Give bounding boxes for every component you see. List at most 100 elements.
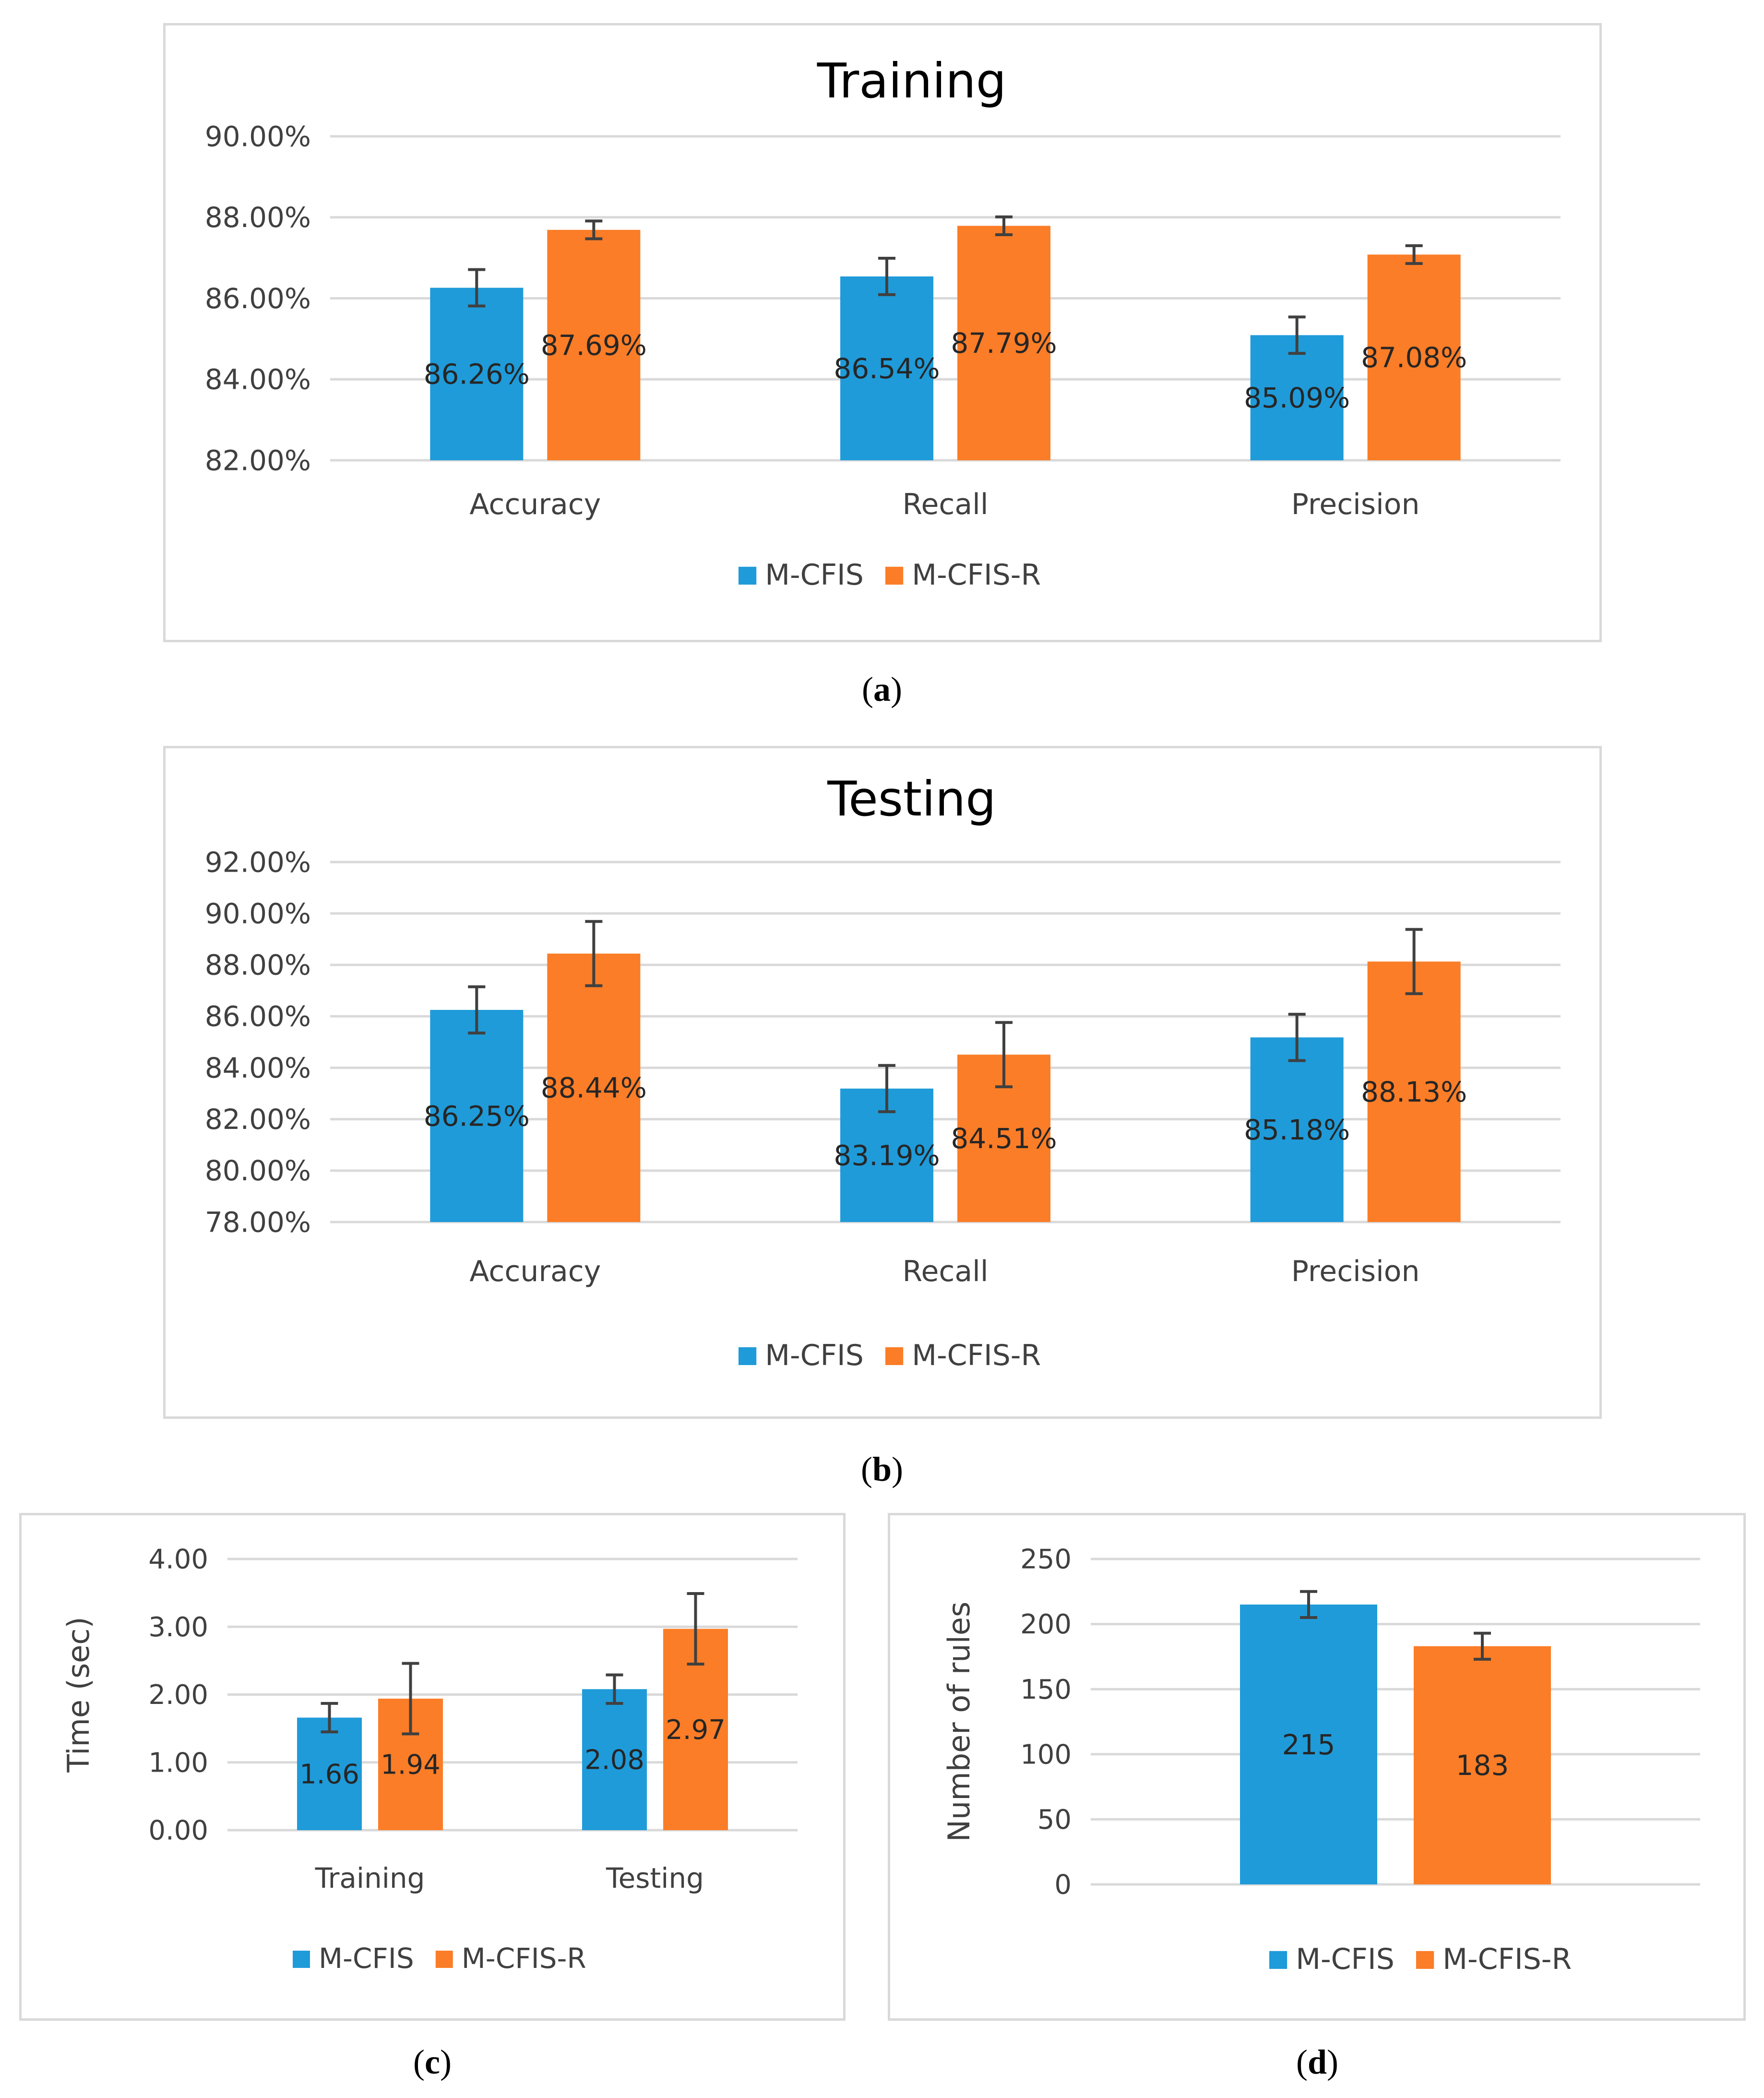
data-label-a-0-0: 86.26% [424, 358, 530, 391]
data-label-a-1-0: 87.69% [541, 329, 647, 361]
ytick-label-c-1: 1.00 [148, 1747, 208, 1778]
legend-swatch-b-1 [885, 1347, 904, 1365]
data-label-d-0-0: 215 [1282, 1728, 1335, 1761]
ytick-label-d-1: 50 [1037, 1804, 1072, 1835]
caption-a: (a) [862, 670, 902, 708]
caption-d-letter: d [1307, 2043, 1327, 2081]
chart-panel-a: Training 82.00% 84.00% 86.00% 88.00% 90.00% 86… [163, 23, 1602, 642]
data-label-b-0-1: 83.19% [834, 1139, 940, 1172]
ytick-label-c-0: 0.00 [148, 1815, 208, 1846]
category-label-b-2: Precision [1291, 1255, 1420, 1288]
ytick-label-c-4: 4.00 [148, 1544, 208, 1575]
category-label-c-1: Testing [606, 1862, 704, 1894]
data-label-b-1-0: 88.44% [541, 1072, 647, 1104]
bar-b-m-cfis-2 [1250, 1037, 1344, 1222]
chart-title-a: Training [817, 53, 1007, 109]
data-label-b-0-0: 86.25% [424, 1100, 530, 1132]
y-axis-label-d: Number of rules [942, 1602, 977, 1842]
data-label-a-1-2: 87.08% [1361, 341, 1467, 374]
data-label-c-0-1: 2.08 [584, 1745, 644, 1776]
ytick-label-c-2: 2.00 [148, 1679, 208, 1711]
ytick-label-b-6: 90.00% [205, 897, 311, 930]
category-label-c-0: Training [315, 1862, 425, 1894]
bar-a-m-cfis-r-1 [957, 226, 1050, 460]
bar-c-m-cfis-1 [582, 1689, 647, 1830]
data-label-c-0-0: 1.66 [299, 1759, 359, 1790]
bar-a-m-cfis-r-2 [1367, 254, 1461, 460]
legend-label-d-0: M-CFIS [1296, 1942, 1395, 1976]
chart-panel-c: 0.00 1.00 2.00 3.00 4.00 Time (sec) 1.66 1.94 Tr… [19, 1513, 846, 2021]
bar-a-m-cfis-1 [840, 276, 933, 460]
data-label-b-1-2: 88.13% [1361, 1076, 1467, 1108]
legend-swatch-a-1 [885, 566, 904, 585]
legend-swatch-c-1 [435, 1951, 453, 1968]
ytick-label-c-3: 3.00 [148, 1612, 208, 1643]
data-label-c-1-1: 2.97 [666, 1714, 726, 1746]
ytick-label-b-1: 80.00% [205, 1154, 311, 1187]
data-label-a-0-2: 85.09% [1244, 382, 1350, 414]
ytick-label-b-0: 78.00% [205, 1206, 311, 1238]
legend-label-b-1: M-CFIS-R [912, 1339, 1041, 1372]
legend-swatch-a-0 [739, 566, 757, 585]
caption-a-letter: a [873, 670, 891, 708]
bar-b-m-cfis-r-0 [547, 953, 641, 1222]
legend-label-d-1: M-CFIS-R [1442, 1942, 1572, 1976]
category-label-b-1: Recall [902, 1255, 988, 1288]
y-axis-label-c: Time (sec) [61, 1617, 96, 1773]
category-label-b-0: Accuracy [469, 1255, 601, 1288]
legend-label-c-1: M-CFIS-R [462, 1942, 586, 1975]
ytick-label-b-3: 84.00% [205, 1052, 311, 1084]
bar-d-m-cfis-0 [1240, 1604, 1377, 1884]
legend-label-a-1: M-CFIS-R [912, 558, 1041, 592]
bar-c-m-cfis-0 [297, 1717, 362, 1830]
ytick-label-a-4: 90.00% [205, 120, 311, 153]
caption-b-letter: b [872, 1450, 892, 1488]
bar-d-m-cfis-r-0 [1414, 1646, 1551, 1884]
chart-d-svg: 0 50 100 150 200 250 Number of rules 215 183 M-CF… [942, 1544, 1700, 1976]
chart-b-svg: Testing 78.00% 80.00% 82.00% 84.00% 86.00% 88.… [205, 771, 1561, 1372]
chart-a-svg: Training 82.00% 84.00% 86.00% 88.00% 90.00% 86… [205, 53, 1561, 592]
data-label-c-1-0: 1.94 [381, 1750, 441, 1781]
bar-a-m-cfis-r-0 [547, 229, 641, 460]
legend-label-b-0: M-CFIS [765, 1339, 864, 1372]
ytick-label-d-0: 0 [1054, 1870, 1072, 1901]
ytick-label-b-7: 92.00% [205, 846, 311, 878]
legend-swatch-c-0 [293, 1951, 310, 1968]
category-label-a-0: Accuracy [469, 488, 601, 521]
data-label-b-0-2: 85.18% [1244, 1114, 1350, 1146]
chart-panel-b: Testing 78.00% 80.00% 82.00% 84.00% 86.00% 88.… [163, 746, 1602, 1419]
ytick-label-d-5: 250 [1020, 1544, 1072, 1575]
legend-swatch-d-1 [1416, 1951, 1434, 1969]
ytick-label-d-4: 200 [1020, 1609, 1072, 1640]
caption-d: (d) [1296, 2043, 1338, 2081]
caption-c: (c) [413, 2043, 452, 2081]
legend-label-a-0: M-CFIS [765, 558, 864, 592]
data-label-b-1-1: 84.51% [951, 1122, 1057, 1155]
legend-label-c-0: M-CFIS [319, 1942, 414, 1975]
bar-a-m-cfis-0 [430, 288, 524, 460]
data-label-d-1-0: 183 [1456, 1749, 1509, 1782]
ytick-label-b-4: 86.00% [205, 1000, 311, 1033]
caption-b: (b) [860, 1450, 903, 1488]
chart-panel-d: 0 50 100 150 200 250 Number of rules 215 183 M-CF… [888, 1513, 1746, 2021]
data-label-a-0-1: 86.54% [834, 352, 940, 385]
legend-swatch-b-0 [739, 1347, 757, 1365]
ytick-label-a-2: 86.00% [205, 282, 311, 315]
ytick-label-b-2: 82.00% [205, 1103, 311, 1136]
caption-c-letter: c [425, 2043, 440, 2081]
ytick-label-d-2: 100 [1020, 1739, 1072, 1770]
bar-b-m-cfis-0 [430, 1010, 524, 1222]
category-label-a-1: Recall [902, 488, 988, 521]
ytick-label-a-0: 82.00% [205, 444, 311, 477]
legend-swatch-d-0 [1269, 1951, 1287, 1969]
chart-c-svg: 0.00 1.00 2.00 3.00 4.00 Time (sec) 1.66 1.94 Tr… [61, 1544, 798, 1975]
chart-title-b: Testing [827, 771, 996, 827]
ytick-label-b-5: 88.00% [205, 949, 311, 982]
data-label-a-1-1: 87.79% [951, 327, 1057, 360]
bar-b-m-cfis-r-2 [1367, 961, 1461, 1222]
category-label-a-2: Precision [1291, 488, 1420, 521]
bar-a-m-cfis-2 [1250, 335, 1344, 460]
ytick-label-a-1: 84.00% [205, 363, 311, 396]
ytick-label-d-3: 150 [1020, 1674, 1072, 1705]
ytick-label-a-3: 88.00% [205, 201, 311, 234]
